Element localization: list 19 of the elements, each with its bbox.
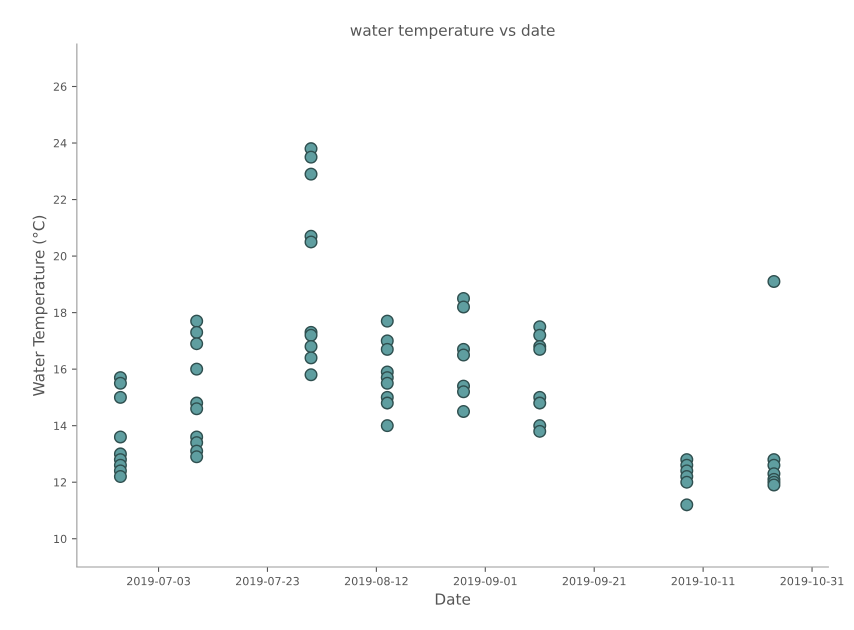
x-tick-label: 2019-10-31 — [780, 576, 844, 586]
x-tick-label: 2019-09-01 — [454, 576, 517, 586]
y-tick-label: 10 — [54, 534, 66, 544]
y-tick-label: 26 — [54, 82, 66, 91]
y-tick-label: 24 — [54, 139, 67, 148]
y-tick-label: 20 — [54, 252, 66, 260]
y-tick-label: 14 — [54, 422, 67, 430]
x-tick-label: 2019-07-23 — [236, 576, 299, 586]
x-tick-label: 2019-07-03 — [127, 576, 190, 586]
x-axis-title: Date — [436, 594, 470, 605]
x-tick-label: 2019-10-11 — [672, 576, 734, 586]
y-axis-title: Water Temperature (°C) — [32, 216, 48, 396]
x-tick-label: 2019-09-21 — [562, 576, 626, 586]
y-tick-label: 12 — [54, 478, 66, 486]
y-tick-label: 16 — [54, 365, 66, 374]
x-tick-label: 2019-08-12 — [344, 576, 408, 586]
y-tick-label: 22 — [54, 196, 66, 204]
y-tick-label: 18 — [54, 308, 66, 317]
chart-title: water temperature vs date — [350, 24, 555, 39]
